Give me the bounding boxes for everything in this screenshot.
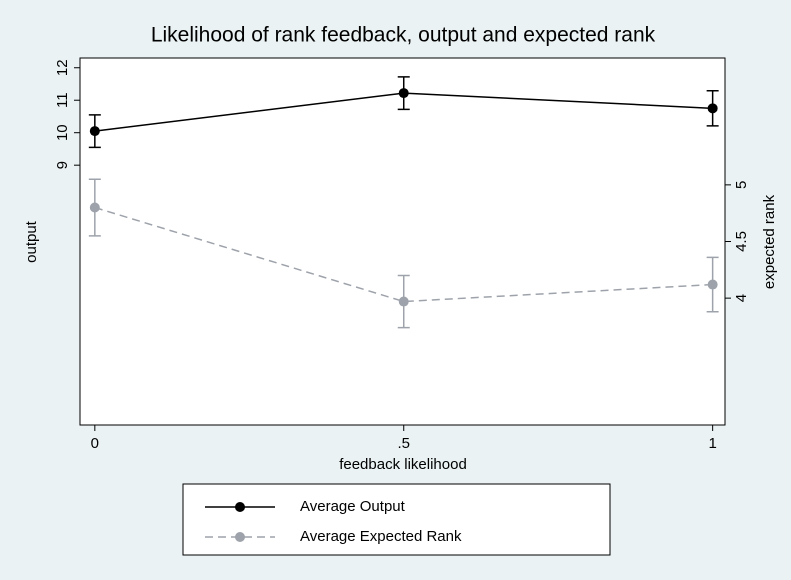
legend-marker [235, 532, 245, 542]
x-tick-label: 1 [708, 435, 716, 452]
x-tick-label: 0 [91, 435, 99, 452]
y-tick-label: 10 [54, 124, 71, 141]
y2-axis-label: expected rank [761, 194, 778, 289]
plot-area [79, 57, 726, 426]
legend-label: Average Expected Rank [300, 528, 462, 545]
legend-marker [235, 502, 245, 512]
y-axis-label: output [23, 220, 40, 263]
chart-title: Likelihood of rank feedback, output and … [151, 24, 656, 47]
point [89, 202, 100, 213]
y-tick-label: 9 [54, 161, 71, 169]
x-tick-label: .5 [397, 435, 410, 452]
point [89, 126, 100, 137]
point [398, 88, 409, 99]
x-axis-label: feedback likelihood [339, 456, 467, 473]
legend-box [182, 483, 611, 556]
point [707, 103, 718, 114]
y-tick-label: 11 [54, 92, 71, 108]
y-tick-label: 12 [54, 59, 71, 76]
y2-tick-label: 5 [733, 181, 750, 189]
point [398, 296, 409, 307]
y2-tick-label: 4.5 [733, 231, 750, 252]
point [707, 279, 718, 290]
legend-label: Average Output [300, 498, 406, 515]
series-line [94, 206, 713, 303]
y2-tick-label: 4 [733, 294, 750, 302]
